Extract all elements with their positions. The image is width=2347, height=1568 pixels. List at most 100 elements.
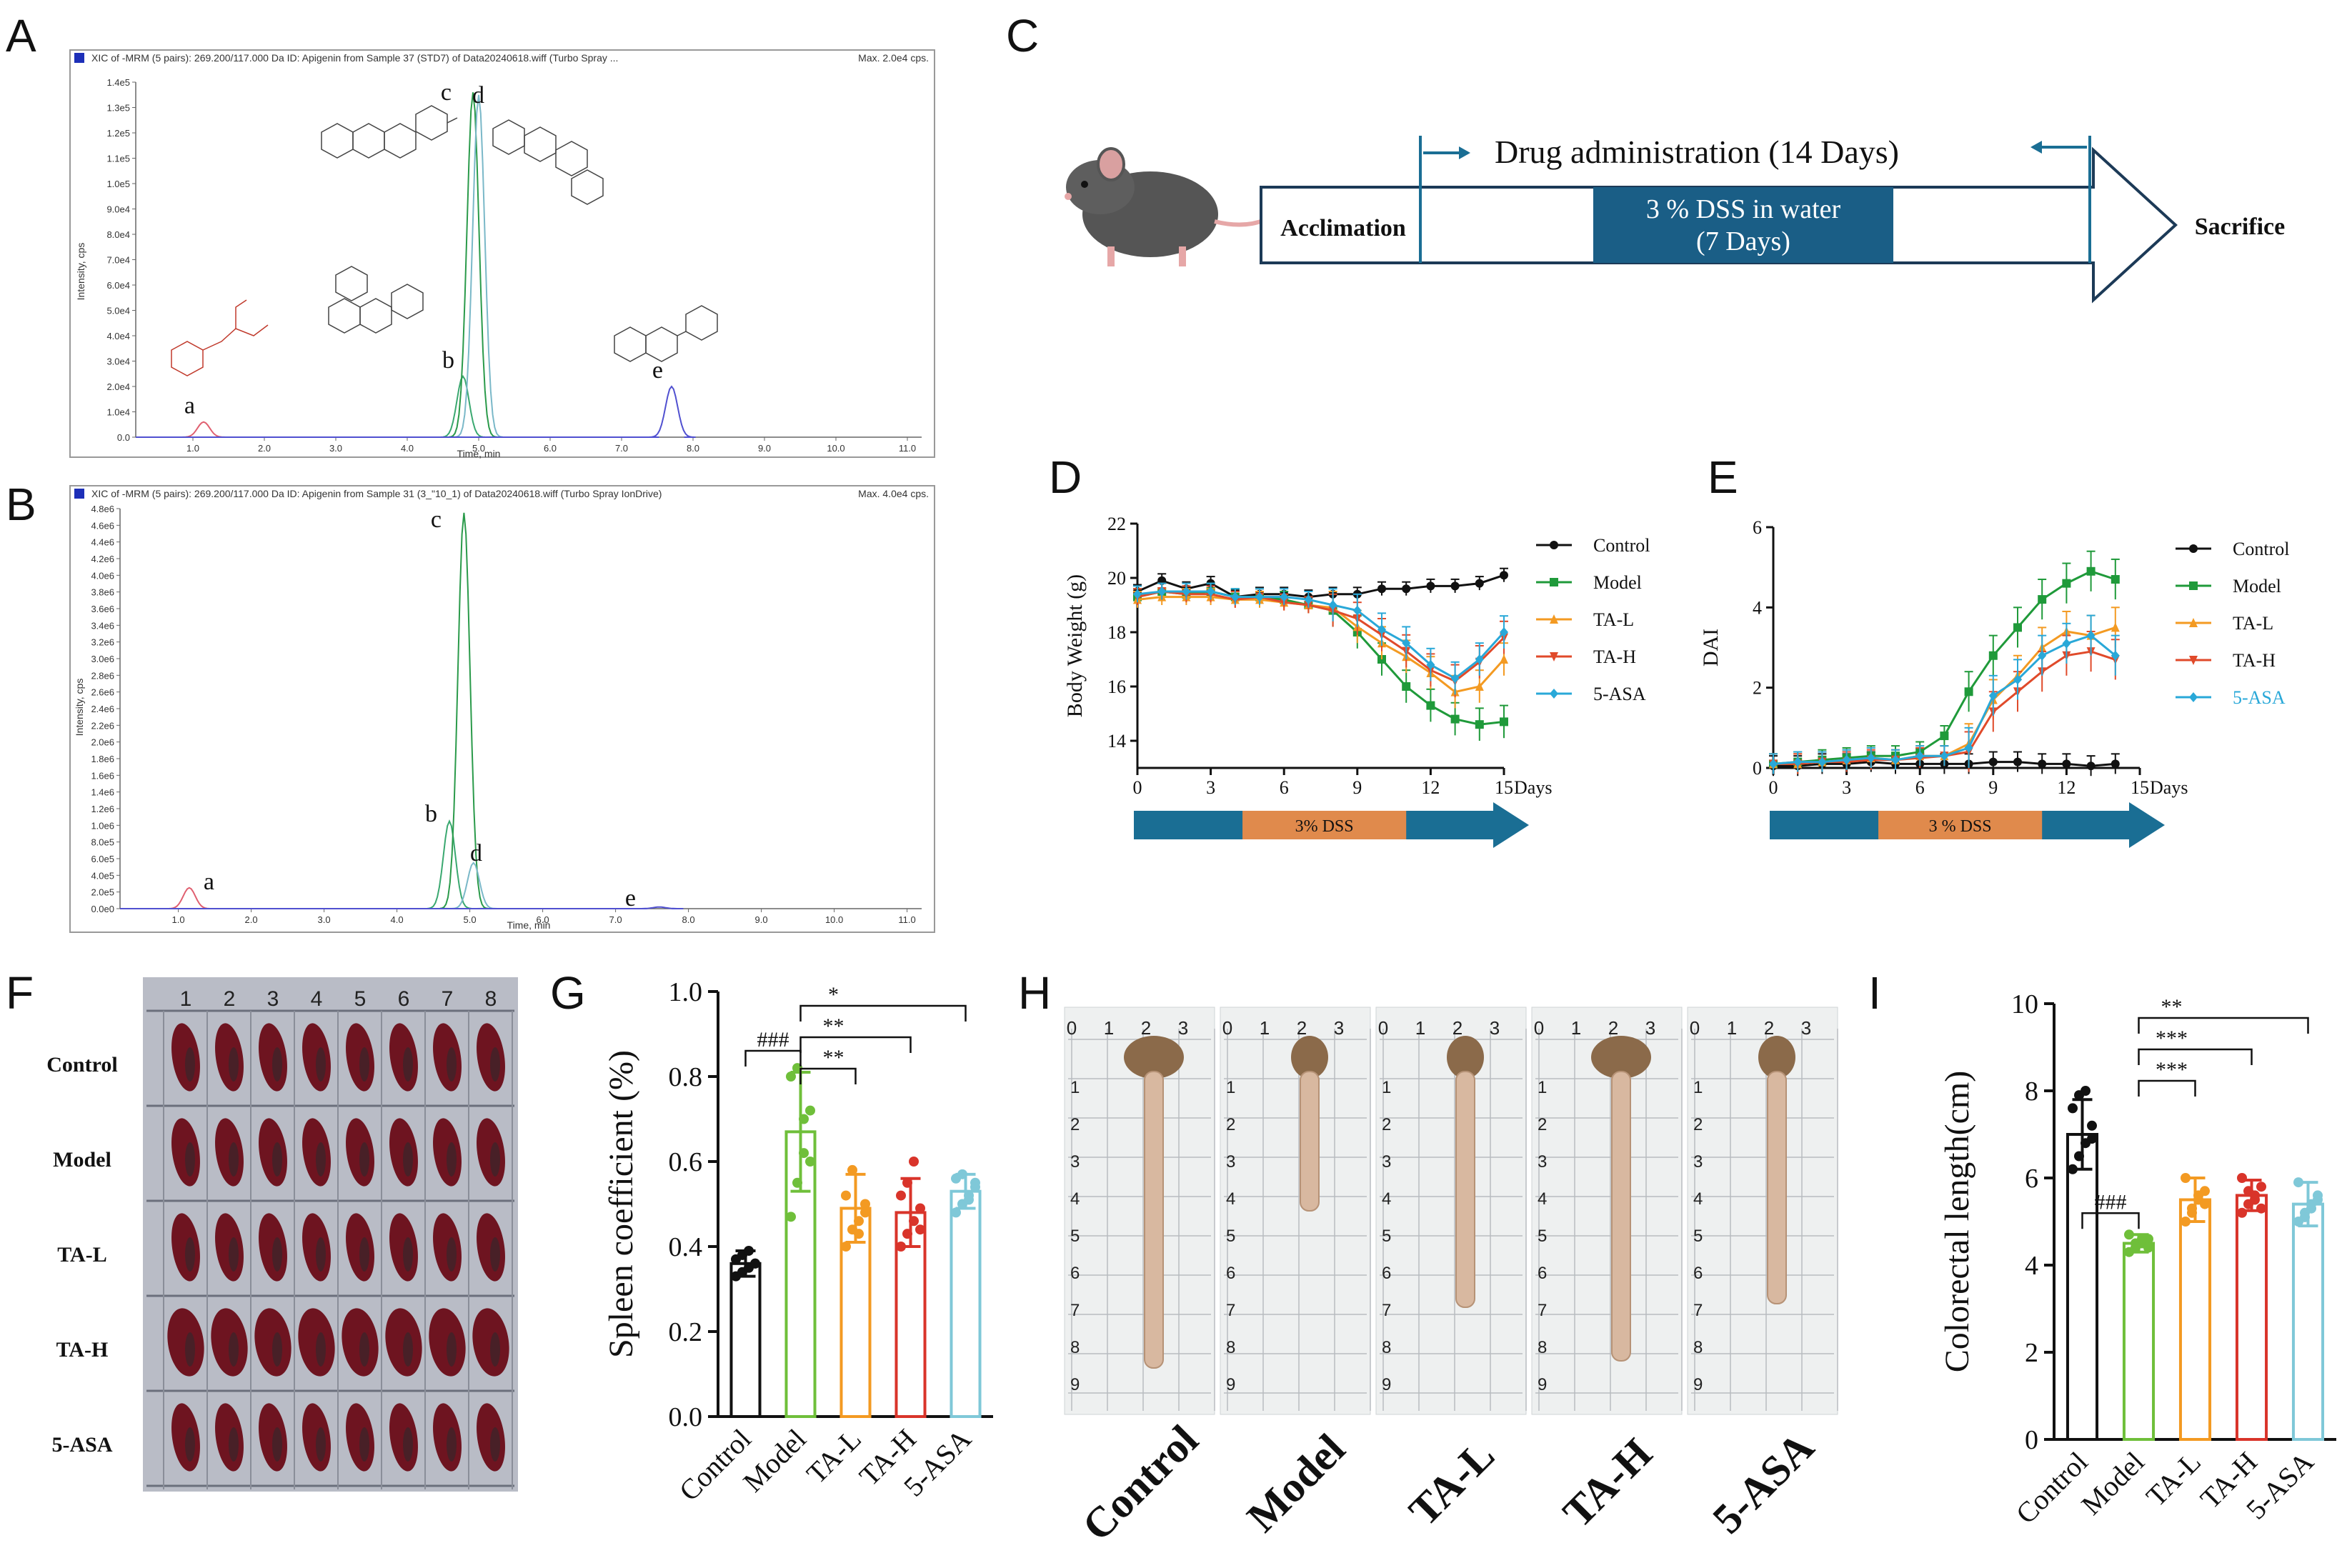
colon [1767,1071,1787,1304]
data-point [847,1164,857,1175]
x-tick-label: 3 [1842,777,1851,798]
y-tick-label: 0.8 [669,1062,703,1092]
x-tick-label: 10.0 [827,443,844,454]
spleen-shadow [272,1332,282,1367]
y-tick-label: 0 [2025,1425,2038,1455]
chart-i: 0 2 4 6 8 10 Colorectal length(cm) ControlModel… [1938,989,2336,1530]
spleen-shadow [229,1142,239,1177]
data-point [2306,1203,2316,1214]
data-point-Model [2111,575,2120,584]
data-point [896,1242,906,1252]
data-point [2200,1199,2210,1209]
data-point-Control [1988,757,1998,766]
ruler-side-number: 2 [1070,1115,1080,1134]
data-point-5-ASA [1891,754,1900,765]
y-tick-label: 1.4e5 [106,77,130,88]
legend-marker [2189,544,2198,553]
data-point [744,1245,754,1256]
data-point-5-ASA [1304,594,1313,605]
ruler-side-number: 9 [1382,1375,1391,1394]
structure-sketch-e [614,305,718,362]
spleen-shadow [403,1142,413,1177]
x-tick-label: 9.0 [755,914,768,925]
data-point-5-ASA [2111,650,2120,661]
data-point [902,1229,912,1239]
data-point [2293,1177,2303,1188]
spleen-shadow [447,1427,457,1462]
spleen-shadow [229,1047,239,1082]
spleen-shadow [359,1047,369,1082]
spleen-shadow [229,1237,239,1272]
panel-letter-a: A [6,10,36,61]
ruler-top-number: 0 [1534,1017,1544,1039]
peak-label-d: d [470,840,482,867]
legend-label: Control [1593,535,1650,556]
y-tick-label: 4.0e4 [106,331,130,341]
data-point [2181,1173,2191,1183]
column-number: 5 [354,987,367,1011]
data-point [915,1203,925,1214]
ruler-side-number: 9 [1070,1375,1080,1394]
ruler-side-number: 5 [1070,1227,1080,1246]
colon [1300,1071,1320,1212]
data-point [2081,1086,2091,1096]
data-point [2250,1194,2260,1205]
spleen-shadow [490,1332,500,1367]
ruler-side-number: 2 [1538,1115,1547,1134]
ruler-top-number: 1 [1415,1017,1425,1039]
ruler-side-number: 7 [1226,1301,1235,1320]
peak-d [136,94,503,438]
data-point [902,1177,912,1188]
x-tick-label: 2.0 [258,443,271,454]
data-point [854,1216,864,1227]
column-number: 4 [311,987,323,1011]
y-tick-label: 6.0e4 [106,280,130,291]
row-label: 5-ASA [51,1433,112,1457]
data-point [799,1114,809,1124]
ruler-top-number: 1 [1571,1017,1581,1039]
y-tick-label: 1.8e6 [91,754,114,764]
ruler-side-number: 3 [1538,1152,1547,1172]
data-point-5-ASA [1182,586,1191,596]
ruler-side-number: 7 [1693,1301,1703,1320]
y-tick-label: 2.4e6 [91,704,114,714]
bar-Model [2122,1242,2156,1441]
x-tick-label: 7.0 [615,443,628,454]
data-point [750,1258,760,1269]
y-tick-label: 8 [2025,1077,2038,1107]
data-point-5-ASA [1450,673,1460,684]
panel-letter-d: D [1049,451,1082,503]
data-point-TA-L [1475,681,1484,691]
x-tick-label: 3 [1206,777,1215,798]
peak-label-b: b [425,801,437,827]
significance-label: ### [2095,1190,2127,1214]
ruler-side-number: 3 [1693,1152,1703,1172]
group-label: Model [1238,1425,1354,1541]
spleen-shadow [490,1427,500,1462]
spleen-shadow [359,1142,369,1177]
ruler-top-number: 1 [1727,1017,1737,1039]
data-point [2193,1190,2203,1201]
data-point-Model [1402,682,1411,691]
series-line-TA-H [1137,590,1505,683]
data-point [964,1194,974,1205]
y-tick-label: 4 [1753,597,1762,618]
data-point-5-ASA [1426,659,1435,670]
data-point-Model [2013,623,2022,632]
y-tick-label: 1.4e6 [91,787,114,798]
cecum [1447,1036,1484,1079]
y-tick-label: 4.8e6 [91,504,114,514]
x-tick-label: 7.0 [609,914,622,925]
significance-label: ** [823,1014,844,1038]
peak-label-a: a [204,869,214,895]
drug-administration-label: Drug administration (14 Days) [1495,134,1899,170]
y-tick-label: 3.8e6 [91,587,114,598]
y-tick-label: 5.0e4 [106,306,130,316]
y-tick-label: 1.0e6 [91,820,114,831]
spleen-shadow [447,1237,457,1272]
chromatogram-b-ylabel: Intensity, cps [74,679,85,736]
ruler-side-number: 2 [1693,1115,1703,1134]
data-point-Control [1450,581,1460,591]
spleen-shadow [272,1047,282,1082]
y-tick-label: 6 [2025,1164,2038,1194]
